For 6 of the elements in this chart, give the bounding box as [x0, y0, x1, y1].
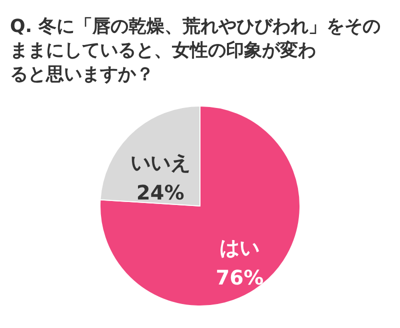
slice-label: いいえ	[130, 150, 190, 175]
pie-slice	[100, 106, 300, 306]
data-label: 24%	[136, 180, 184, 205]
chart-title: Q. 冬に「唇の乾燥、荒れやひびわれ」をそのままにしていると、女性の印象が変わると思いますか？	[10, 16, 380, 85]
data-label: 76%	[216, 265, 264, 290]
slice-label: はい	[220, 235, 260, 260]
